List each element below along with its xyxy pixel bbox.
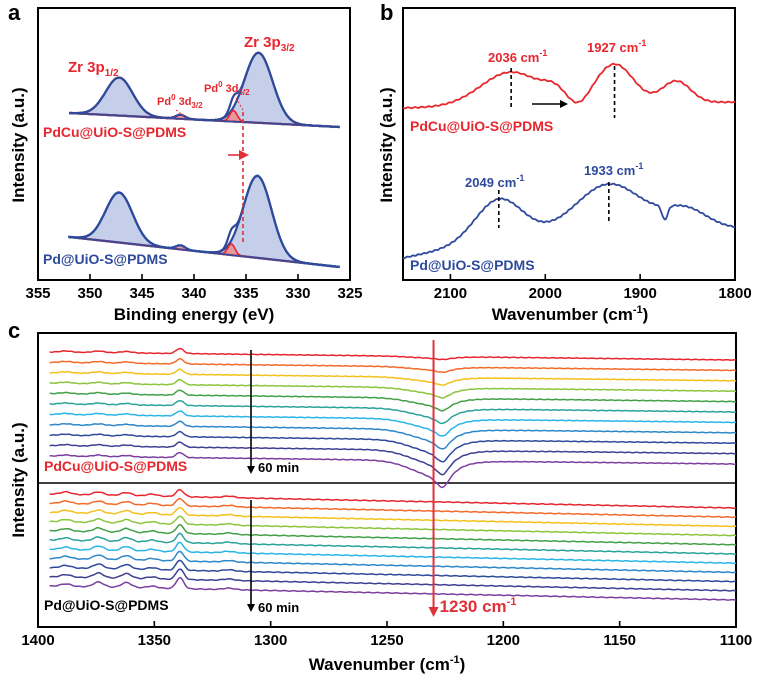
panel-c-tick-label-1150: 1150 xyxy=(603,632,636,649)
panel-b-tick-label-2000: 2000 xyxy=(529,285,562,302)
peak-label-2049: 2049 cm-1 xyxy=(465,173,524,190)
panel-a-tick-label-345: 345 xyxy=(129,285,154,302)
xps-envelope-pd xyxy=(69,174,340,269)
ir-trace-pd-0 xyxy=(49,488,737,509)
panel-c-tick-label-1250: 1250 xyxy=(370,632,403,649)
panel-b-tick-label-1900: 1900 xyxy=(623,285,656,302)
panel-a-label-pdcu: PdCu@UiO-S@PDMS xyxy=(43,124,186,140)
panel-b-ylabel: Intensity (a.u.) xyxy=(377,87,396,202)
panel-b-peak-lines xyxy=(498,66,616,228)
panel-c-label-pd: Pd@UiO-S@PDMS xyxy=(44,597,169,613)
ir-trace-pd-3 xyxy=(49,515,737,537)
annotation-zr-3p32: Zr 3p3/2 xyxy=(244,34,295,54)
panel-b-label-pdcu: PdCu@UiO-S@PDMS xyxy=(410,118,553,134)
peak-label-2036: 2036 cm-1 xyxy=(488,48,547,65)
ir-trace-pdcu-8 xyxy=(49,430,737,463)
ir-trace-pdcu-7 xyxy=(49,420,737,450)
annotation-zr-3p12: Zr 3p1/2 xyxy=(68,59,119,79)
panel-a: a 355 350 345 340 335 330 325 Intensity (a.u.)… xyxy=(8,0,363,324)
ir-trace-pd-5 xyxy=(49,532,737,556)
annotation-pd-3d52: Pd0 3d5/2 xyxy=(204,80,250,97)
panel-a-tick-label-355: 355 xyxy=(25,285,50,302)
panel-b-label-pd: Pd@UiO-S@PDMS xyxy=(410,257,535,273)
ir-trace-pdcu-9 xyxy=(49,441,736,476)
ir-trace-pdcu-4 xyxy=(49,389,737,412)
panel-a-curves xyxy=(68,51,341,269)
panel-a-tick-label-325: 325 xyxy=(337,285,362,302)
annotation-pd-3d32: Pd0 3d3/2 xyxy=(157,93,203,110)
panel-a-xticks: 355 350 345 340 335 330 325 xyxy=(25,274,363,302)
panel-c-tick-label-1100: 1100 xyxy=(720,632,753,649)
ir-trace-pdcu-6 xyxy=(49,410,736,437)
panel-a-tick-label-330: 330 xyxy=(285,285,310,302)
panel-a-ylabel: Intensity (a.u.) xyxy=(9,87,28,202)
marker-1230-label: 1230 cm-1 xyxy=(440,596,517,616)
peak-label-1927: 1927 cm-1 xyxy=(587,38,646,55)
xps-envelope-pdcu xyxy=(69,51,340,129)
ir-trace-pd-8 xyxy=(49,559,737,583)
time-label-top: 60 min xyxy=(258,460,299,475)
panel-c-tick-label-1350: 1350 xyxy=(138,632,171,649)
ir-trace-pd-7 xyxy=(49,550,737,574)
ir-trace-pdcu-5 xyxy=(49,400,737,425)
ir-trace-pdcu-3 xyxy=(49,378,736,399)
panel-c-ylabel: Intensity (a.u.) xyxy=(9,422,28,537)
panel-c-tick-label-1300: 1300 xyxy=(254,632,287,649)
panel-b-letter: b xyxy=(380,0,393,25)
ir-trace-pd-10 xyxy=(49,576,737,601)
time-label-bottom: 60 min xyxy=(258,600,299,615)
ir-spectrum-pd xyxy=(402,182,736,260)
leader-pd-3d32 xyxy=(175,109,185,117)
panel-a-tick-label-335: 335 xyxy=(233,285,258,302)
ir-trace-pdcu-2 xyxy=(49,368,737,386)
panel-b-curves xyxy=(402,62,736,260)
ir-trace-pdcu-10 xyxy=(49,451,737,489)
panel-c-letter: c xyxy=(8,318,20,343)
panel-a-tick-label-350: 350 xyxy=(77,285,102,302)
panel-c-label-pdcu: PdCu@UiO-S@PDMS xyxy=(44,458,187,474)
ir-spectrum-pdcu xyxy=(402,62,736,110)
panel-c: c 1400 1350 1300 1250 1200 1150 1100 Intensity… xyxy=(8,318,752,674)
panel-a-label-pd: Pd@UiO-S@PDMS xyxy=(43,251,168,267)
panel-a-tick-label-340: 340 xyxy=(181,285,206,302)
panel-b-frame xyxy=(402,7,736,281)
panel-c-tick-label-1400: 1400 xyxy=(21,632,54,649)
ir-trace-pd-6 xyxy=(49,541,737,565)
panel-c-xlabel: Wavenumber (cm-1) xyxy=(309,654,466,674)
panel-a-letter: a xyxy=(8,0,21,25)
ir-trace-pdcu-0 xyxy=(49,347,737,361)
ir-trace-pd-4 xyxy=(49,523,737,546)
panel-b-xticks: 2100 2000 1900 1800 xyxy=(434,274,752,302)
peak-label-1933: 1933 cm-1 xyxy=(584,161,643,178)
panel-c-tick-label-1200: 1200 xyxy=(487,632,520,649)
panel-b-tick-label-2100: 2100 xyxy=(434,285,467,302)
panel-c-xticks: 1400 1350 1300 1250 1200 1150 1100 xyxy=(21,621,752,649)
panel-c-curves xyxy=(49,347,737,601)
ir-trace-pdcu-1 xyxy=(49,357,737,374)
panel-b-xlabel: Wavenumber (cm-1) xyxy=(492,304,649,324)
ir-trace-pd-9 xyxy=(49,568,737,592)
ir-trace-pd-2 xyxy=(49,506,737,528)
panel-b-tick-label-1800: 1800 xyxy=(718,285,751,302)
panel-b: b 2100 2000 1900 1800 Intensity (a.u.) Wave… xyxy=(377,0,752,324)
ir-trace-pd-1 xyxy=(49,498,737,519)
panel-a-xlabel: Binding energy (eV) xyxy=(114,305,275,324)
